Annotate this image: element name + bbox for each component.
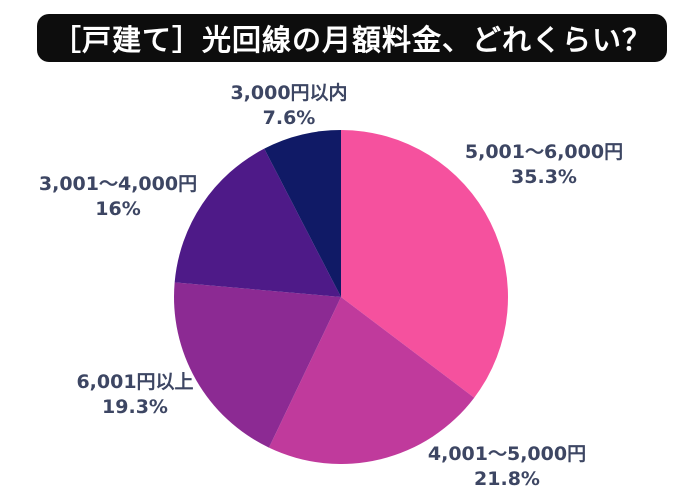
pie-label-6001-plus: 6,001円以上 19.3% — [40, 370, 230, 420]
pie-label-percent: 19.3% — [102, 396, 168, 418]
page-title: ［戸建て］光回線の月額料金、どれくらい？ — [51, 23, 652, 57]
pie-label-5001-6000: 5,001〜6,000円 35.3% — [449, 140, 639, 190]
pie-label-text: 3,001〜4,000円 — [38, 173, 198, 195]
pie-slice-3 — [174, 148, 341, 297]
pie-label-percent: 7.6% — [262, 107, 316, 129]
pie-slice-4 — [264, 130, 341, 297]
pie-label-text: 5,001〜6,000円 — [464, 141, 624, 163]
pie-label-text: 6,001円以上 — [76, 371, 194, 393]
pie-slice-0 — [341, 130, 508, 398]
pie-label-3000-or-less: 3,000円以内 7.6% — [194, 81, 384, 131]
pie-label-text: 4,001〜5,000円 — [427, 443, 587, 465]
pie-label-3001-4000: 3,001〜4,000円 16% — [23, 172, 213, 222]
pie-label-text: 3,000円以内 — [230, 82, 348, 104]
pie-slice-2 — [174, 282, 341, 448]
pie-label-percent: 21.8% — [474, 468, 540, 490]
pie-slice-1 — [268, 297, 475, 464]
pie-chart — [174, 130, 508, 464]
pie-label-percent: 16% — [95, 198, 141, 220]
title-bar: ［戸建て］光回線の月額料金、どれくらい？ — [37, 14, 667, 62]
pie-label-percent: 35.3% — [511, 166, 577, 188]
pie-label-4001-5000: 4,001〜5,000円 21.8% — [412, 442, 602, 492]
